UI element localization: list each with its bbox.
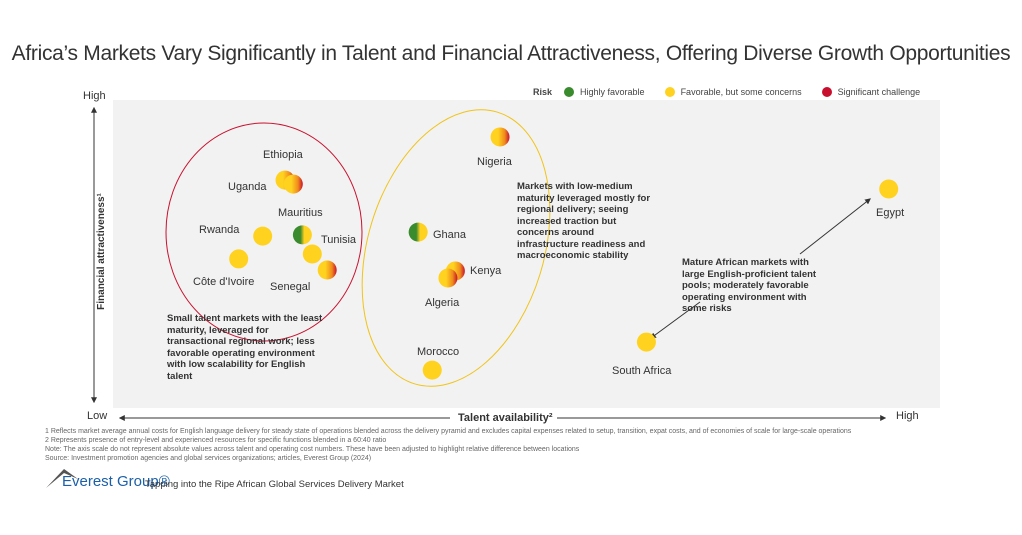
- point-label: Algeria: [425, 297, 460, 309]
- point-algeria: [438, 268, 458, 288]
- x-high-label: High: [896, 410, 919, 422]
- annotation-arrow: [650, 301, 701, 339]
- x-low-label: Low: [87, 410, 108, 422]
- footnote: Note: The axis scale do not represent ab…: [45, 446, 580, 453]
- point-nigeria: [490, 127, 510, 147]
- point-senegal: [317, 260, 337, 280]
- point-south-africa: [636, 332, 656, 352]
- point-label: Morocco: [417, 346, 460, 358]
- point-label: Côte d'Ivoire: [193, 276, 255, 288]
- annotation-mature-markets: Mature African markets with large Englis…: [682, 257, 817, 314]
- everest-logo: Everest Group®: [62, 473, 170, 490]
- annotation-medium-markets: Markets with low-medium maturity leverag…: [517, 181, 651, 261]
- point-label: Tunisia: [321, 234, 357, 246]
- point-morocco: [422, 360, 442, 380]
- point-c-te-d-ivoire: [229, 249, 249, 269]
- legend-title: Risk: [533, 87, 553, 97]
- legend: Risk Highly favorable Favorable, but som…: [533, 87, 920, 97]
- annotation-arrow: [799, 198, 871, 255]
- point-label: Ghana: [433, 229, 467, 241]
- point-label: Ethiopia: [263, 149, 303, 161]
- x-axis-title: Talent availability²: [454, 412, 557, 424]
- point-rwanda: [253, 226, 273, 246]
- plot-area: [113, 100, 940, 408]
- point-tunisia: [302, 244, 322, 264]
- cluster-ellipse-small: [165, 122, 363, 342]
- legend-swatch-yellow: [664, 87, 675, 97]
- point-egypt: [879, 179, 899, 199]
- cluster-ellipse-medium: [361, 109, 551, 387]
- legend-label: Highly favorable: [580, 87, 645, 97]
- footnote: 2 Represents presence of entry-level and…: [45, 437, 387, 444]
- annotation-small-markets: Small talent markets with the least matu…: [167, 313, 323, 382]
- chart-title: Africa’s Markets Vary Significantly in T…: [11, 42, 1011, 65]
- point-mauritius: [292, 225, 312, 245]
- point-label: Kenya: [470, 265, 502, 277]
- legend-swatch-red: [821, 87, 832, 97]
- footnote: Source: Investment promotion agencies an…: [45, 455, 372, 462]
- point-label: South Africa: [612, 365, 672, 377]
- everest-logo-mountain-icon: [46, 469, 78, 488]
- legend-swatch-green: [564, 87, 575, 97]
- legend-label: Significant challenge: [837, 87, 921, 97]
- y-high-label: High: [83, 90, 106, 102]
- point-label: Senegal: [270, 281, 311, 293]
- point-label: Egypt: [876, 207, 905, 219]
- point-uganda: [283, 174, 303, 194]
- y-axis-title: Financial attractiveness¹: [95, 190, 107, 313]
- footer-tagline: Tapping into the Ripe African Global Ser…: [145, 479, 404, 490]
- point-label: Mauritius: [278, 207, 323, 219]
- footnote: 1 Reflects market average annual costs f…: [45, 428, 852, 435]
- point-label: Nigeria: [477, 156, 512, 168]
- point-ghana: [408, 222, 428, 242]
- point-label: Uganda: [228, 181, 267, 193]
- legend-label: Favorable, but some concerns: [680, 87, 802, 97]
- point-label: Rwanda: [199, 224, 240, 236]
